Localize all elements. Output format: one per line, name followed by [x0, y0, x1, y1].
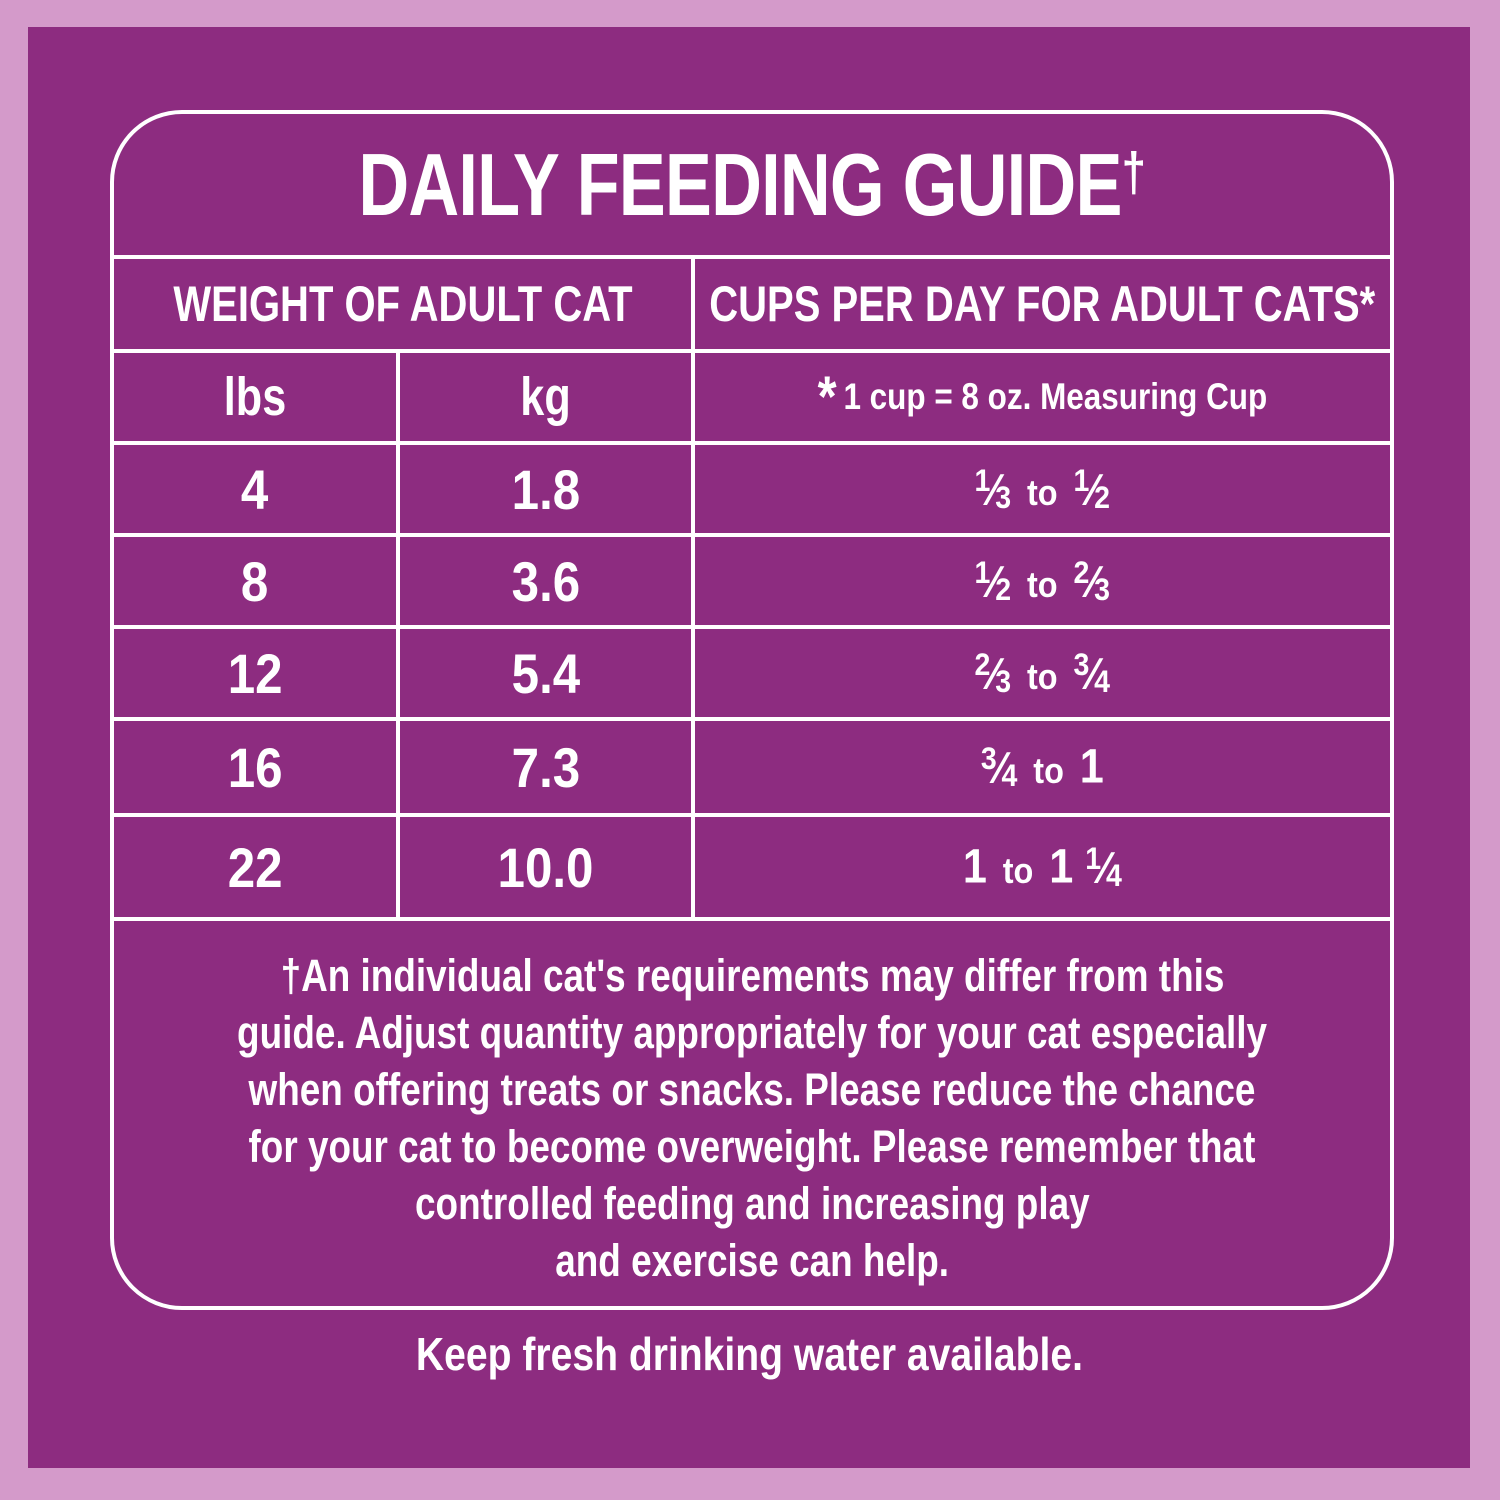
water-note-text: Keep fresh drinking water available.	[415, 1328, 1083, 1380]
row1-kg-cell: 3.6	[400, 537, 691, 625]
water-note: Keep fresh drinking water available.	[28, 1329, 1470, 1380]
page-title-text: DAILY FEEDING GUIDE	[358, 134, 1123, 234]
feeding-guide-panel: DAILY FEEDING GUIDE† WEIGHT OF ADULT CAT…	[110, 110, 1394, 1310]
row0-lbs-cell: 4	[114, 445, 396, 533]
row3-kg-value: 7.3	[511, 735, 580, 799]
footnote-line-4-text: for your cat to become overweight. Pleas…	[248, 1121, 1256, 1172]
footnote-line-6: and exercise can help.	[114, 1232, 1390, 1289]
row3-cups-cell: 3⁄4 to 1	[695, 721, 1390, 813]
row4-lbs-value: 22	[227, 835, 283, 899]
row1-kg-value: 3.6	[511, 549, 580, 613]
row3-cups-value: 3⁄4 to 1	[981, 739, 1104, 794]
cup-note-text: 1 cup = 8 oz. Measuring Cup	[843, 376, 1268, 417]
subheader-kg: kg	[400, 353, 691, 441]
title-dagger: †	[1121, 140, 1146, 202]
row1-lbs-value: 8	[241, 549, 269, 613]
row0-kg-value: 1.8	[511, 457, 580, 521]
title-row: DAILY FEEDING GUIDE†	[114, 114, 1390, 255]
row4-cups-value: 1 to 1 1⁄4	[963, 839, 1122, 894]
row4-kg-cell: 10.0	[400, 817, 691, 917]
row1-lbs-cell: 8	[114, 537, 396, 625]
header-cups-per-day: CUPS PER DAY FOR ADULT CATS*	[695, 259, 1390, 349]
row2-kg-cell: 5.4	[400, 629, 691, 717]
row0-lbs-value: 4	[241, 457, 269, 521]
row4-kg-value: 10.0	[497, 835, 594, 899]
row3-lbs-value: 16	[227, 735, 283, 799]
asterisk-icon: *	[817, 364, 837, 429]
footnote-line-1: †An individual cat's requirements may di…	[114, 947, 1390, 1004]
row3-lbs-cell: 16	[114, 721, 396, 813]
row1-cups-cell: 1⁄2 to 2⁄3	[695, 537, 1390, 625]
cup-note-wrap: * 1 cup = 8 oz. Measuring Cup	[818, 368, 1268, 425]
footnote-line-1-text: †An individual cat's requirements may di…	[280, 950, 1224, 1001]
footnote-line-4: for your cat to become overweight. Pleas…	[114, 1118, 1390, 1175]
row4-lbs-cell: 22	[114, 817, 396, 917]
row4-cups-cell: 1 to 1 1⁄4	[695, 817, 1390, 917]
footnote-line-6-text: and exercise can help.	[555, 1235, 949, 1286]
row0-cups-value: 1⁄3 to 1⁄2	[974, 461, 1111, 515]
footnote-line-5-text: controlled feeding and increasing play	[414, 1178, 1090, 1229]
row0-kg-cell: 1.8	[400, 445, 691, 533]
row0-cups-cell: 1⁄3 to 1⁄2	[695, 445, 1390, 533]
subheader-lbs: lbs	[114, 353, 396, 441]
row2-lbs-value: 12	[227, 641, 283, 705]
footnote-line-5: controlled feeding and increasing play	[114, 1175, 1390, 1232]
footnote-line-2-text: guide. Adjust quantity appropriately for…	[237, 1007, 1267, 1058]
footnote-line-3: when offering treats or snacks. Please r…	[114, 1061, 1390, 1118]
row2-cups-cell: 2⁄3 to 3⁄4	[695, 629, 1390, 717]
footnote-line-3-text: when offering treats or snacks. Please r…	[248, 1064, 1256, 1115]
subheader-cup-note: * 1 cup = 8 oz. Measuring Cup	[695, 353, 1390, 441]
footnote: †An individual cat's requirements may di…	[114, 921, 1390, 1289]
page-title: DAILY FEEDING GUIDE†	[359, 140, 1147, 229]
feeding-guide-label: DAILY FEEDING GUIDE† WEIGHT OF ADULT CAT…	[28, 27, 1470, 1468]
row1-cups-value: 1⁄2 to 2⁄3	[974, 553, 1111, 607]
subheader-kg-label: kg	[520, 367, 571, 427]
row3-kg-cell: 7.3	[400, 721, 691, 813]
feeding-table: WEIGHT OF ADULT CAT CUPS PER DAY FOR ADU…	[114, 255, 1390, 921]
header-weight-of-adult-cat: WEIGHT OF ADULT CAT	[114, 259, 691, 349]
row2-kg-value: 5.4	[511, 641, 580, 705]
footnote-line-2: guide. Adjust quantity appropriately for…	[114, 1004, 1390, 1061]
header-weight-label: WEIGHT OF ADULT CAT	[172, 276, 633, 332]
row2-lbs-cell: 12	[114, 629, 396, 717]
subheader-lbs-label: lbs	[223, 367, 287, 427]
row2-cups-value: 2⁄3 to 3⁄4	[974, 645, 1111, 699]
header-cups-label: CUPS PER DAY FOR ADULT CATS*	[709, 276, 1376, 332]
